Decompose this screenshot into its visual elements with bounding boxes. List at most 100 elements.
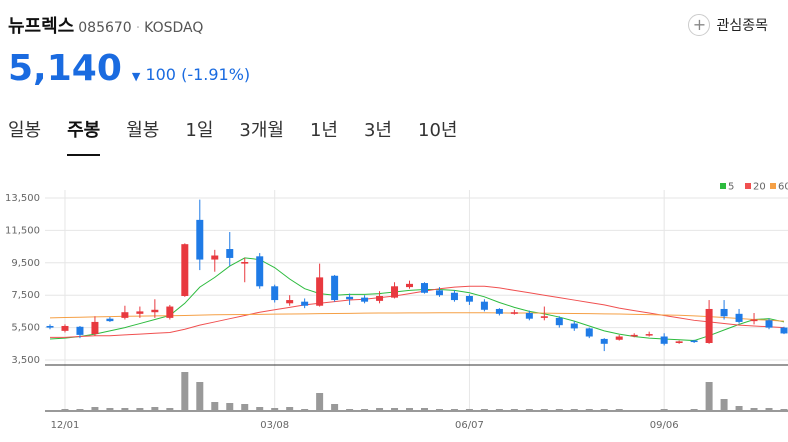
y-tick-label: 9,500 bbox=[11, 258, 40, 269]
candle-body bbox=[271, 286, 279, 301]
tab[interactable]: 10년 bbox=[418, 120, 458, 141]
tab[interactable]: 월봉 bbox=[126, 120, 160, 141]
market: KOSDAQ bbox=[144, 20, 204, 36]
candle-body bbox=[450, 292, 458, 301]
tab[interactable]: 1년 bbox=[309, 120, 338, 141]
volume-bar bbox=[121, 408, 129, 411]
down-arrow: ▼ bbox=[131, 70, 141, 83]
candle-body bbox=[76, 326, 84, 335]
x-tick-label: 06/07 bbox=[455, 420, 484, 431]
volume-bar bbox=[346, 409, 354, 411]
candle-body bbox=[166, 306, 174, 318]
y-tick-label: 3,500 bbox=[11, 355, 40, 366]
candle-body bbox=[615, 336, 623, 340]
volume-bar bbox=[361, 409, 369, 411]
tab[interactable]: 3년 bbox=[363, 120, 392, 141]
candle-body bbox=[346, 296, 354, 300]
volume-bar bbox=[510, 409, 518, 411]
plus-icon: + bbox=[688, 14, 711, 36]
candle-body bbox=[406, 283, 414, 288]
tab[interactable]: 일봉 bbox=[8, 120, 42, 141]
change-pct: (-1.91%) bbox=[181, 65, 251, 84]
separator: · bbox=[135, 20, 141, 36]
volume-bar bbox=[316, 393, 324, 411]
volume-bar bbox=[780, 409, 788, 411]
x-tick-label: 12/01 bbox=[51, 420, 80, 431]
candle-body bbox=[540, 316, 548, 318]
candle-body bbox=[61, 325, 69, 331]
ma-line bbox=[50, 285, 785, 338]
volume-bar bbox=[480, 409, 488, 411]
volume-bar bbox=[76, 409, 84, 411]
candle-body bbox=[660, 336, 668, 344]
candle-body bbox=[510, 312, 518, 314]
y-tick-label: 13,500 bbox=[5, 193, 40, 204]
volume-bar bbox=[151, 407, 159, 411]
volume-bar bbox=[46, 410, 54, 411]
volume-bar bbox=[406, 408, 414, 411]
volume-bar bbox=[61, 409, 69, 411]
candle-body bbox=[780, 327, 788, 334]
candle-body bbox=[525, 313, 533, 319]
volume-bar bbox=[271, 408, 279, 411]
candle-body bbox=[301, 301, 309, 306]
candle-body bbox=[256, 256, 264, 287]
tab[interactable]: 1일 bbox=[185, 120, 214, 141]
current-price: 5,140 bbox=[8, 48, 122, 89]
candle-body bbox=[645, 334, 653, 336]
candle-body bbox=[106, 318, 114, 322]
tab[interactable]: 3개월 bbox=[239, 120, 284, 141]
volume-bar bbox=[211, 402, 219, 411]
candle-body bbox=[286, 300, 294, 304]
volume-bar bbox=[585, 409, 593, 411]
candle-body bbox=[361, 297, 369, 302]
volume-bar bbox=[660, 409, 668, 411]
tab[interactable]: 주봉 bbox=[67, 116, 101, 156]
volume-bar bbox=[391, 408, 399, 411]
candle-body bbox=[600, 338, 608, 344]
legend-swatch bbox=[770, 183, 776, 189]
volume-bar bbox=[645, 410, 653, 411]
volume-bar bbox=[331, 404, 339, 411]
candle-body bbox=[675, 341, 683, 343]
candle-body bbox=[720, 308, 728, 317]
volume-bar bbox=[376, 408, 384, 411]
legend-label: 5 bbox=[728, 182, 734, 193]
volume-bar bbox=[630, 410, 638, 411]
volume-bar bbox=[465, 409, 473, 411]
period-tabs: 일봉 주봉 월봉 1일 3개월 1년 3년 10년 bbox=[8, 116, 457, 156]
stock-header: 뉴프렉스 085670 · KOSDAQ bbox=[8, 12, 203, 38]
candle-body bbox=[151, 309, 159, 313]
candle-body bbox=[495, 308, 503, 314]
watch-button[interactable]: + 관심종목 bbox=[688, 14, 768, 36]
candle-body bbox=[196, 219, 204, 260]
change: ▼ 100 (-1.91%) bbox=[132, 65, 250, 84]
volume-bar bbox=[286, 407, 294, 411]
volume-bar bbox=[765, 408, 773, 411]
price-block: 5,140 ▼ 100 (-1.91%) bbox=[8, 48, 250, 89]
legend-swatch bbox=[720, 183, 726, 189]
volume-bar bbox=[540, 409, 548, 411]
candle-body bbox=[391, 286, 399, 298]
y-tick-label: 7,500 bbox=[11, 290, 40, 301]
volume-bar bbox=[136, 408, 144, 411]
candle-body bbox=[420, 283, 428, 293]
volume-bar bbox=[301, 409, 309, 411]
volume-bar bbox=[555, 409, 563, 411]
candle-body bbox=[46, 325, 54, 328]
volume-bar bbox=[256, 407, 264, 411]
candle-body bbox=[705, 308, 713, 343]
volume-bar bbox=[735, 406, 743, 411]
volume-bar bbox=[750, 408, 758, 411]
ma-line bbox=[49, 257, 785, 342]
volume-bar bbox=[166, 408, 174, 411]
candle-body bbox=[211, 255, 219, 260]
candle-body bbox=[750, 319, 758, 322]
volume-bar bbox=[720, 399, 728, 411]
candle-body bbox=[735, 313, 743, 322]
candle-body bbox=[121, 312, 129, 318]
volume-bar bbox=[570, 409, 578, 411]
candle-body bbox=[241, 261, 249, 264]
candle-body bbox=[585, 328, 593, 337]
